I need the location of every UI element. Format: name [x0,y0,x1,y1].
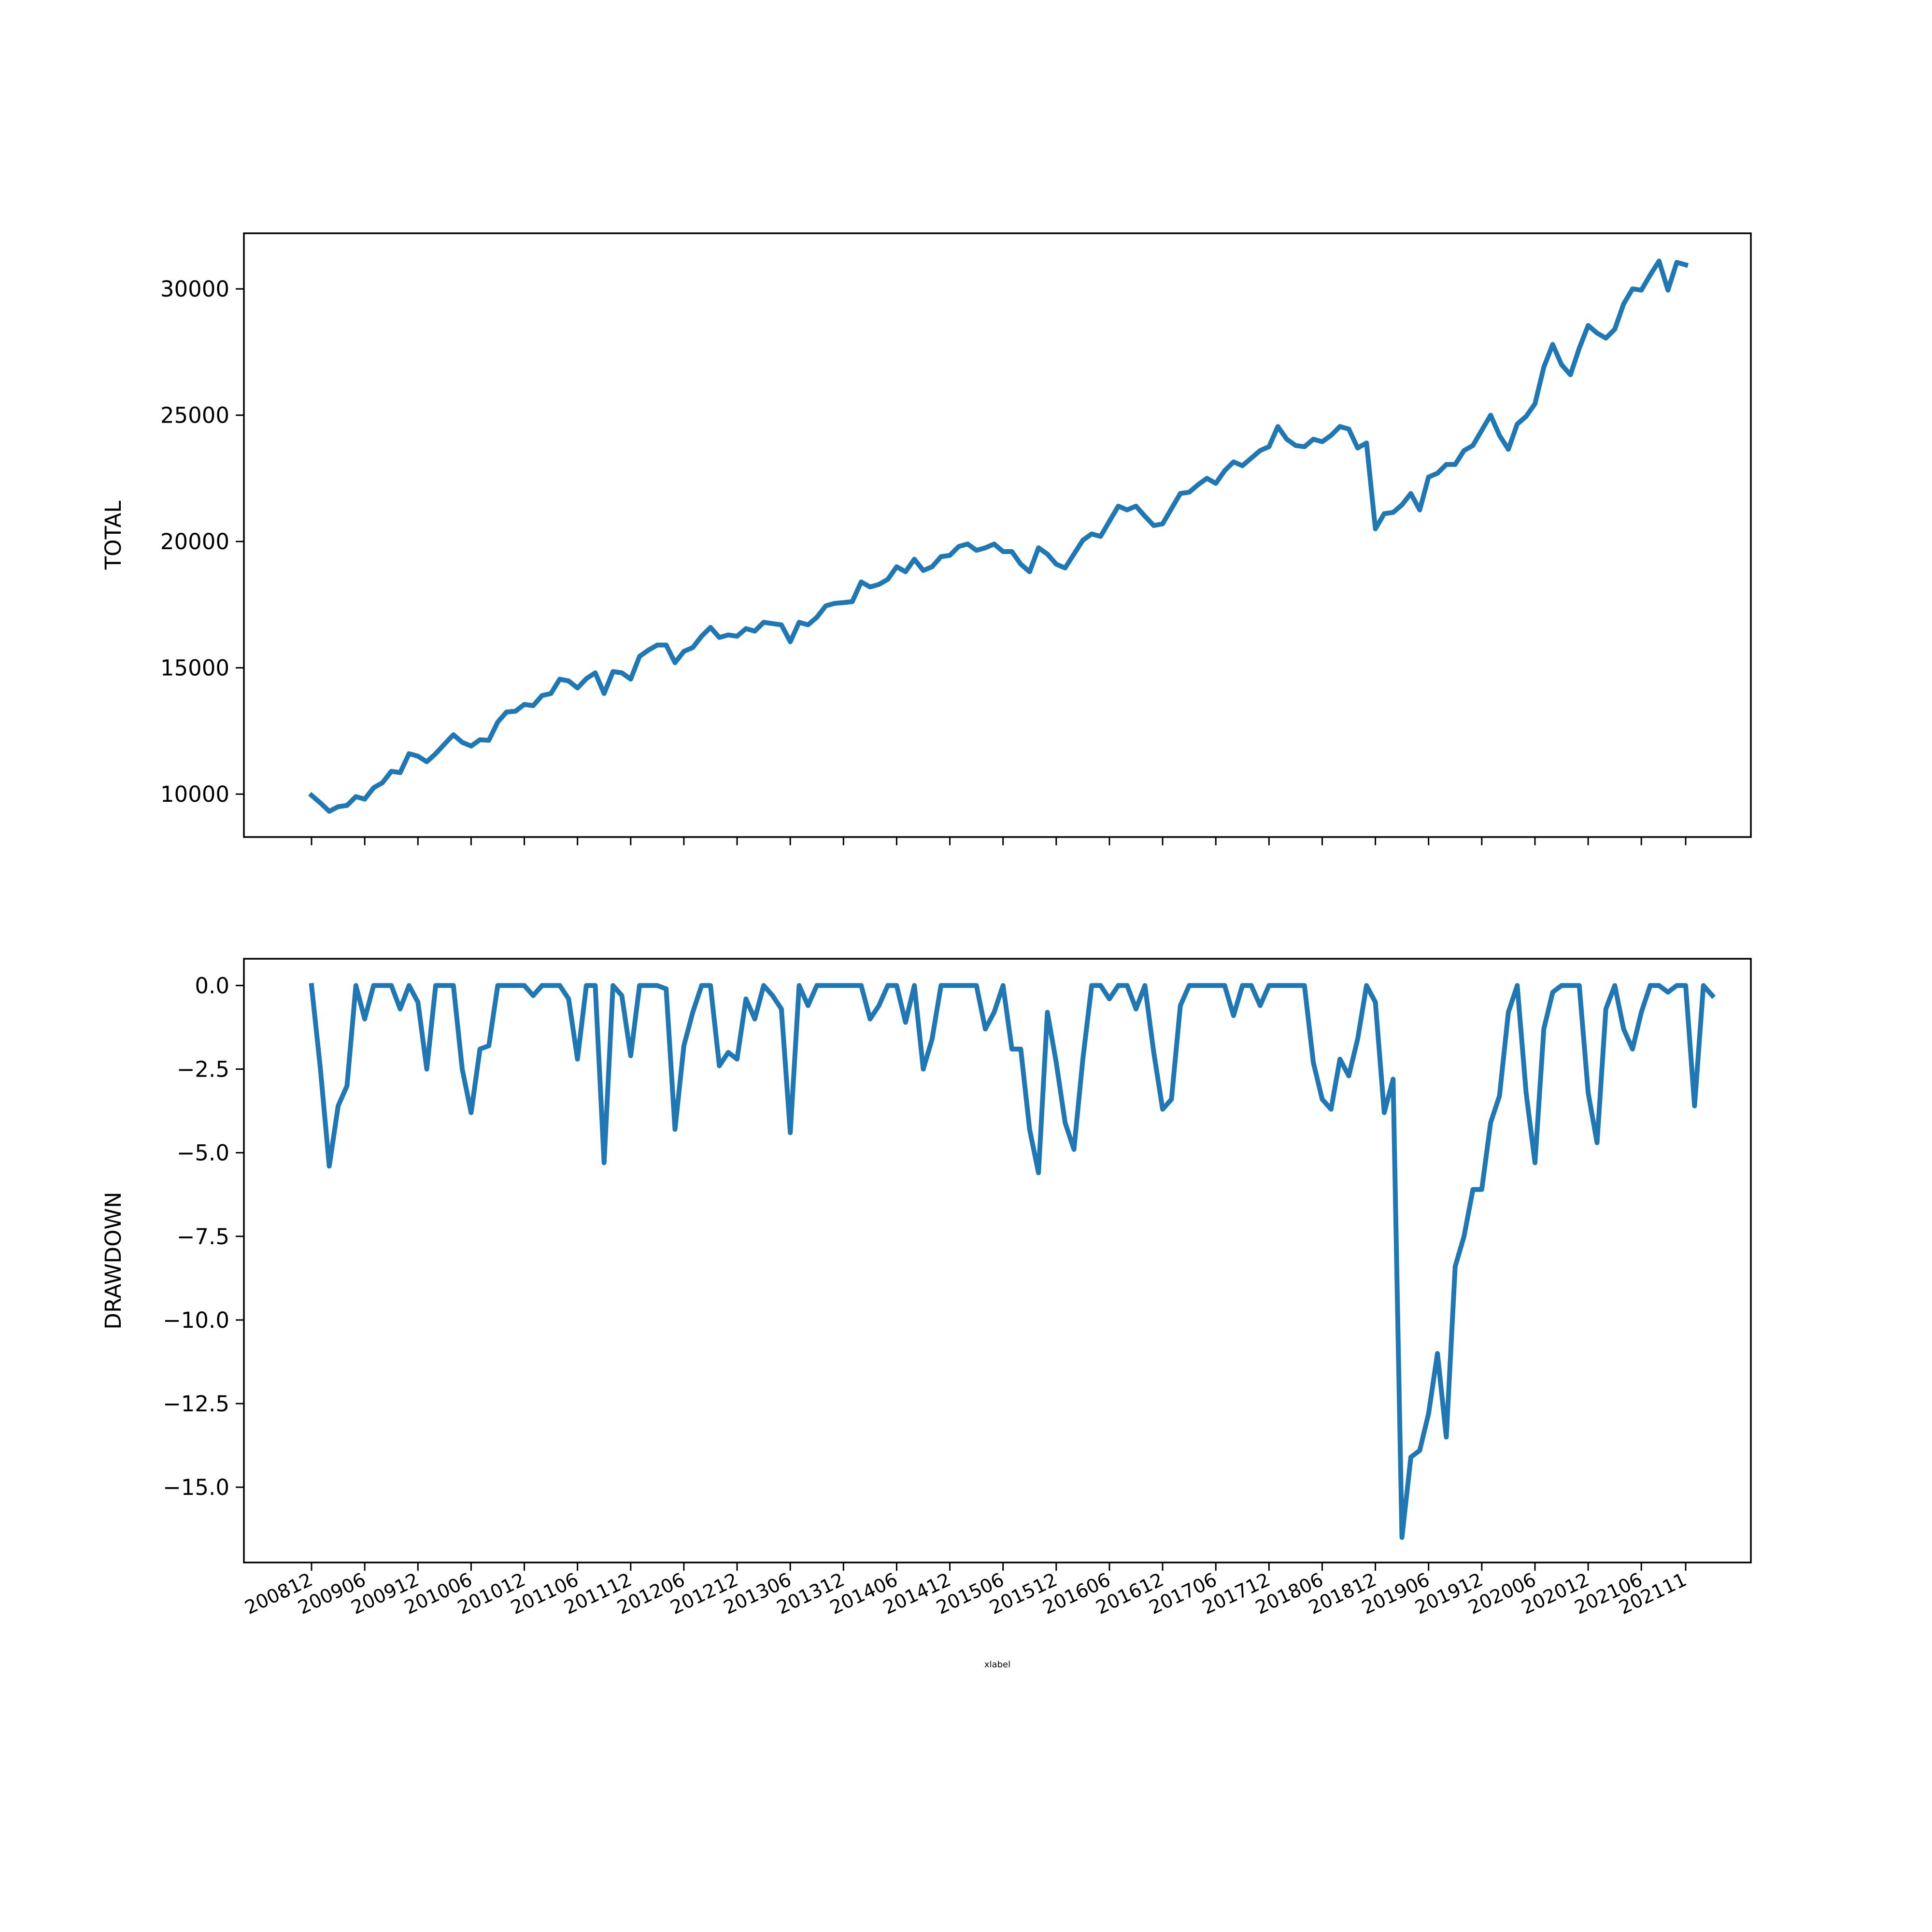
dd-ytick-label: −12.5 [163,1391,229,1417]
drawdown-y-ticks: 0.0 −2.5 −5.0 −7.5 −10.0 −12.5 −15.0 [163,973,244,1500]
total-ytick-label: 30000 [160,276,229,302]
drawdown-axes-frame [243,958,1752,1563]
total-ytick-label: 20000 [160,529,229,554]
drawdown-y-axis-label: DRAWDOWN [100,1192,126,1329]
dd-ytick-label: 0.0 [195,973,229,998]
dd-ytick-label: −15.0 [163,1475,229,1500]
total-series-line [308,258,1689,814]
total-x-ticks [311,837,1687,845]
total-y-axis-label: TOTAL [100,501,126,570]
total-axes-frame [243,232,1752,838]
total-y-ticks: 10000 15000 20000 25000 30000 [160,276,244,807]
dd-ytick-label: −10.0 [163,1307,229,1333]
x-axis-label: xlabel [984,1660,1010,1670]
total-ytick-label: 15000 [160,655,229,681]
dd-ytick-label: −5.0 [177,1140,229,1166]
total-panel: 10000 15000 20000 25000 30000 TOTAL [100,232,1752,845]
total-ytick-label: 25000 [160,403,229,428]
dd-ytick-label: −2.5 [177,1057,229,1082]
drawdown-series-line [309,982,1716,1540]
dd-ytick-label: −7.5 [177,1224,229,1250]
total-ytick-label: 10000 [160,781,229,807]
